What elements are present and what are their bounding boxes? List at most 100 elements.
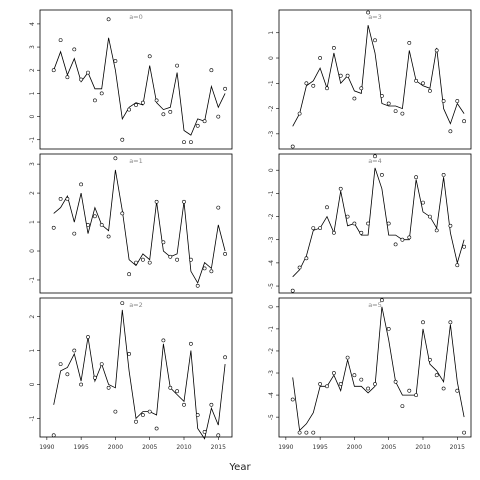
y-tick-label: 2 — [29, 315, 36, 319]
data-point — [58, 38, 63, 43]
y-tick-label: -1 — [268, 326, 275, 332]
x-tick-label: 2005 — [381, 444, 396, 451]
x-tick-label: 1995 — [313, 444, 328, 451]
data-point — [216, 114, 221, 119]
data-point — [134, 103, 138, 107]
data-point — [113, 409, 118, 414]
data-point — [168, 110, 173, 114]
data-point — [182, 199, 186, 204]
y-tick-label: 0 — [29, 114, 36, 118]
data-point — [99, 222, 104, 227]
y-tick-label: -3 — [268, 370, 275, 376]
data-point — [359, 377, 364, 382]
data-point — [161, 112, 166, 117]
panel-title: a=4 — [368, 157, 382, 165]
data-point — [352, 221, 357, 226]
data-point — [147, 54, 152, 59]
panel-title: a=5 — [368, 301, 382, 309]
data-point — [106, 385, 111, 390]
data-point — [462, 119, 467, 124]
series-line — [53, 169, 226, 284]
data-point — [325, 384, 329, 389]
data-point — [290, 144, 295, 149]
y-tick-label: 1 — [29, 91, 36, 95]
data-point — [93, 375, 97, 380]
y-tick-label: 0 — [268, 305, 275, 309]
data-point — [72, 47, 77, 52]
data-point — [127, 272, 132, 277]
data-point — [448, 223, 453, 228]
data-point — [223, 251, 228, 256]
panel-a-3: a=3 -3 -2 -1 0 1 — [268, 9, 472, 150]
data-point — [140, 257, 145, 262]
panel-a-2: a=2 -1 0 1 2 1990 1995 2000 2005 2010 2015 — [29, 297, 233, 451]
data-point — [120, 211, 125, 216]
data-point — [127, 351, 132, 356]
data-point — [318, 226, 323, 231]
y-tick-label: -1 — [268, 80, 275, 86]
y-tick-label: -1 — [29, 137, 36, 143]
data-point — [113, 59, 118, 63]
data-point — [414, 175, 419, 180]
data-point — [462, 430, 467, 435]
data-point — [379, 172, 384, 177]
data-point — [311, 226, 316, 231]
data-point — [223, 86, 228, 91]
data-point — [359, 86, 364, 91]
data-point — [51, 225, 56, 230]
data-point — [79, 77, 84, 82]
data-point — [195, 283, 200, 288]
data-point — [455, 263, 460, 268]
data-point — [113, 156, 118, 161]
data-point — [154, 426, 159, 431]
data-point — [297, 430, 302, 435]
data-point — [106, 234, 111, 239]
y-tick-label: -1 — [29, 277, 36, 283]
data-point — [297, 111, 302, 116]
x-tick-label: 2000 — [108, 444, 123, 451]
y-tick-label: 1 — [29, 348, 36, 352]
data-point — [65, 75, 70, 80]
data-point — [79, 182, 84, 187]
y-tick-label: 2 — [29, 191, 36, 195]
series-line — [292, 25, 465, 127]
panel-title: a=0 — [129, 13, 143, 21]
chart-panels: a=0 -1 0 1 2 3 4 a=1 -1 0 1 2 3 a=2 -1 0 1 2 1990 1995 2000 2… — [29, 9, 472, 451]
y-tick-label: -1 — [268, 190, 275, 196]
data-point — [290, 397, 295, 402]
data-point — [325, 205, 329, 210]
data-point — [400, 111, 405, 116]
y-tick-label: -2 — [268, 348, 275, 354]
data-point — [338, 382, 343, 386]
data-point — [86, 335, 90, 339]
data-point — [195, 413, 200, 417]
y-tick-label: -4 — [268, 260, 275, 266]
data-point — [72, 231, 77, 236]
panel-frame — [278, 9, 472, 150]
y-tick-label: 3 — [29, 45, 36, 49]
y-tick-label: -3 — [268, 131, 275, 137]
series-line — [53, 37, 226, 136]
data-point — [400, 237, 405, 242]
data-point — [304, 430, 309, 435]
data-point — [441, 172, 446, 177]
data-point — [393, 379, 398, 384]
y-tick-label: -5 — [268, 414, 275, 420]
panel-title: a=2 — [129, 301, 143, 309]
data-point — [434, 373, 439, 378]
x-tick-label: 1995 — [74, 444, 89, 451]
data-point — [161, 338, 166, 343]
data-point — [175, 257, 180, 262]
data-point — [120, 137, 125, 142]
data-point — [311, 83, 316, 88]
y-tick-label: 0 — [29, 382, 36, 386]
data-point — [168, 254, 173, 259]
data-point — [188, 140, 193, 145]
data-point — [147, 260, 152, 265]
data-point — [304, 81, 309, 86]
data-point — [168, 385, 173, 390]
data-point — [65, 372, 70, 377]
panel-a-4: a=4 -5 -4 -3 -2 -1 0 — [268, 153, 472, 294]
data-point — [345, 355, 350, 360]
